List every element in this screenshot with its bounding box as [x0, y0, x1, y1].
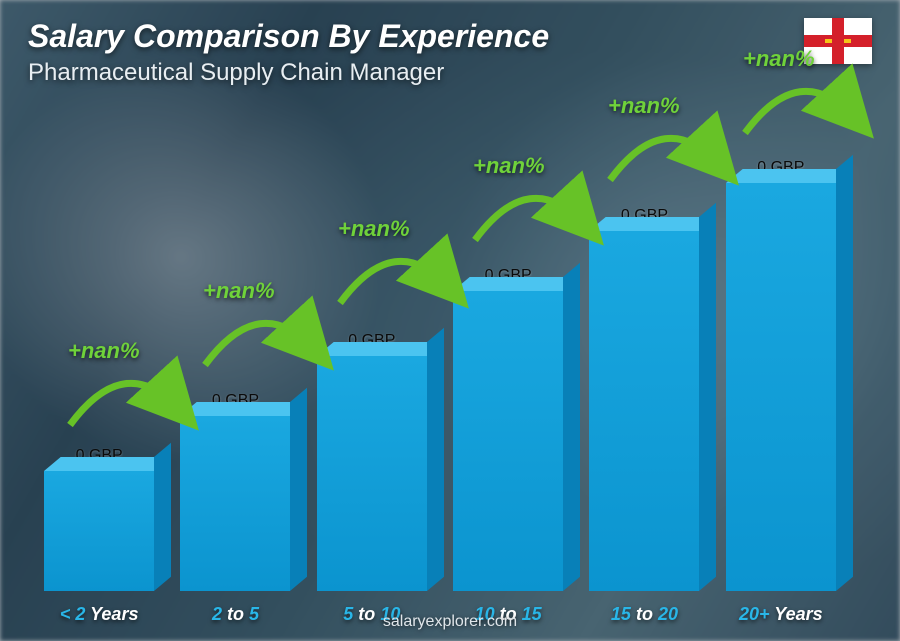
bar-top — [317, 342, 444, 356]
bar-front — [726, 183, 836, 591]
bar-3 — [453, 291, 563, 591]
bar-front — [180, 416, 290, 591]
pct-label-0: +nan% — [68, 338, 140, 364]
bar-top — [453, 277, 580, 291]
bar-top — [726, 169, 853, 183]
title-block: Salary Comparison By Experience Pharmace… — [28, 18, 549, 87]
bar-chart: 0 GBP < 2 Years 0 GBP 2 to 5 0 GBP — [40, 111, 840, 591]
pct-label-4: +nan% — [608, 93, 680, 119]
bar-group-2: 0 GBP 5 to 10 — [313, 111, 431, 591]
page-title: Salary Comparison By Experience — [28, 18, 549, 55]
pct-label-5: +nan% — [743, 46, 815, 72]
bar-front — [317, 356, 427, 591]
page-subtitle: Pharmaceutical Supply Chain Manager — [28, 59, 549, 87]
flag-inner-cross — [825, 28, 851, 54]
bar-side — [699, 203, 716, 591]
bar-2 — [317, 356, 427, 591]
bar-group-5: 0 GBP 20+ Years — [722, 111, 840, 591]
pct-label-2: +nan% — [338, 216, 410, 242]
footer-attribution: salaryexplorer.com — [0, 613, 900, 631]
bar-1 — [180, 416, 290, 591]
bar-front — [453, 291, 563, 591]
bar-5 — [726, 183, 836, 591]
bar-side — [427, 328, 444, 591]
bar-top — [180, 402, 307, 416]
bar-side — [836, 155, 853, 591]
bar-side — [563, 263, 580, 591]
bar-0 — [44, 471, 154, 591]
bar-front — [44, 471, 154, 591]
bar-top — [44, 457, 171, 471]
bar-side — [154, 443, 171, 591]
bar-4 — [589, 231, 699, 591]
bar-top — [589, 217, 716, 231]
pct-label-1: +nan% — [203, 278, 275, 304]
bar-group-1: 0 GBP 2 to 5 — [176, 111, 294, 591]
bar-side — [290, 388, 307, 591]
pct-label-3: +nan% — [473, 153, 545, 179]
bar-group-4: 0 GBP 15 to 20 — [585, 111, 703, 591]
bar-front — [589, 231, 699, 591]
bar-group-3: 0 GBP 10 to 15 — [449, 111, 567, 591]
